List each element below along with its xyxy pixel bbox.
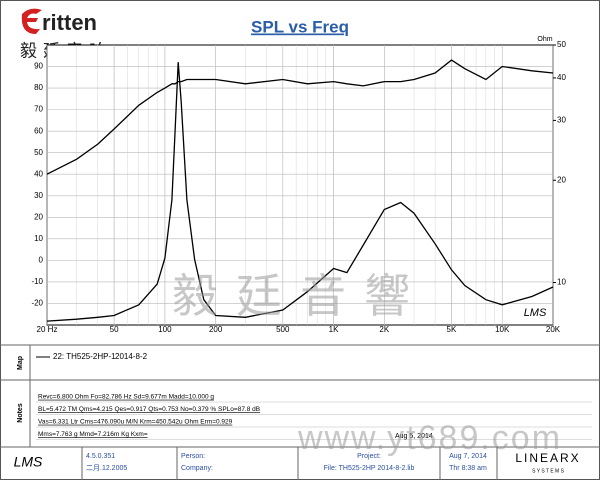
file: File: TH525-2HP 2014-8-2.lib — [324, 465, 415, 472]
watermark-chinese: 毅廷音響 — [172, 270, 428, 322]
note-line: BL=5.472 TM Qms=4.215 Qes=0.917 Qts=0.75… — [38, 406, 260, 413]
x-tick-label: 100 — [158, 325, 172, 334]
project: Project: — [357, 453, 381, 460]
person: Person: — [181, 453, 205, 460]
plot-logo: LMS — [524, 307, 547, 319]
line-series — [46, 59, 554, 175]
y-tick-label: 40 — [34, 169, 43, 178]
y2-tick-label: 20 — [557, 175, 566, 184]
x-tick-label: 2K — [379, 325, 389, 334]
y-tick-label: 20 — [34, 212, 43, 221]
x-tick-label: 10K — [495, 325, 510, 334]
brand: LINEARX — [515, 451, 580, 465]
x-tick-label: 500 — [276, 325, 290, 334]
x-tick-label: 5K — [447, 325, 457, 334]
note-line: Revc=6.800 Ohm Fo=82.786 Hz Sd=9.677m Ma… — [38, 394, 214, 401]
chart-title: SPL vs Freq — [251, 17, 349, 36]
y2-tick-label: 10 — [557, 278, 566, 287]
section-label: Notes — [17, 403, 24, 423]
y-tick-label: 30 — [34, 191, 43, 200]
brand-sub: S Y S T E M S — [532, 468, 565, 474]
y-tick-label: 60 — [34, 126, 43, 135]
x-tick-label: 20 Hz — [37, 325, 58, 334]
plot-area — [46, 44, 554, 326]
company: Company: — [181, 465, 213, 472]
y-tick-label: -10 — [31, 277, 43, 286]
logo-mark — [21, 8, 42, 34]
print-date: Aug 7, 2014 — [449, 453, 487, 460]
section-label: Map — [17, 356, 24, 370]
x-tick-label: 200 — [209, 325, 223, 334]
y2-axis-label: Ohm — [537, 36, 552, 43]
notes: Revc=6.800 Ohm Fo=82.786 Hz Sd=9.677m Ma… — [36, 394, 592, 440]
x-tick-label: 20K — [546, 325, 561, 334]
build-date: 二月.12.2005 — [86, 464, 127, 472]
note-line: Vas=6.331 Ltr Cms=476.090u M/N Krm=450.5… — [38, 419, 233, 426]
logo-text: ritten — [42, 10, 97, 35]
plot: 20 Hz 50 100 200 500 1K 2K 5K 10K 20K -20 -10 0 10 20 3… — [31, 40, 566, 334]
footer-logo: LMS — [14, 454, 43, 470]
y2-tick-label: 50 — [557, 40, 566, 49]
y-tick-label: 90 — [34, 62, 43, 71]
notes-stamp: Aug 5, 2014 — [395, 433, 433, 440]
version: 4.5.0.351 — [86, 453, 115, 460]
watermark-url: www.yt689.com — [297, 419, 562, 457]
line-series — [46, 62, 554, 322]
y2-tick-label: 30 — [557, 116, 566, 125]
note-line: Mms=7.763 g Mmd=7.216m Kg Kxm= — [38, 431, 148, 438]
x-tick-label: 1K — [329, 325, 339, 334]
y-tick-label: 0 — [39, 255, 44, 264]
print-time: Thr 8:38 am — [449, 465, 487, 472]
y-tick-label: 50 — [34, 148, 43, 157]
y-tick-label: -20 — [31, 299, 43, 308]
y2-tick-label: 40 — [557, 73, 566, 82]
y-tick-label: 70 — [34, 105, 43, 114]
legend-date: 2014-8-2 — [115, 352, 148, 361]
legend-label: 22: TH525-2HP-1 — [53, 352, 116, 361]
y-tick-label: 80 — [34, 83, 43, 92]
y-tick-label: 10 — [34, 234, 43, 243]
x-tick-label: 50 — [110, 325, 119, 334]
